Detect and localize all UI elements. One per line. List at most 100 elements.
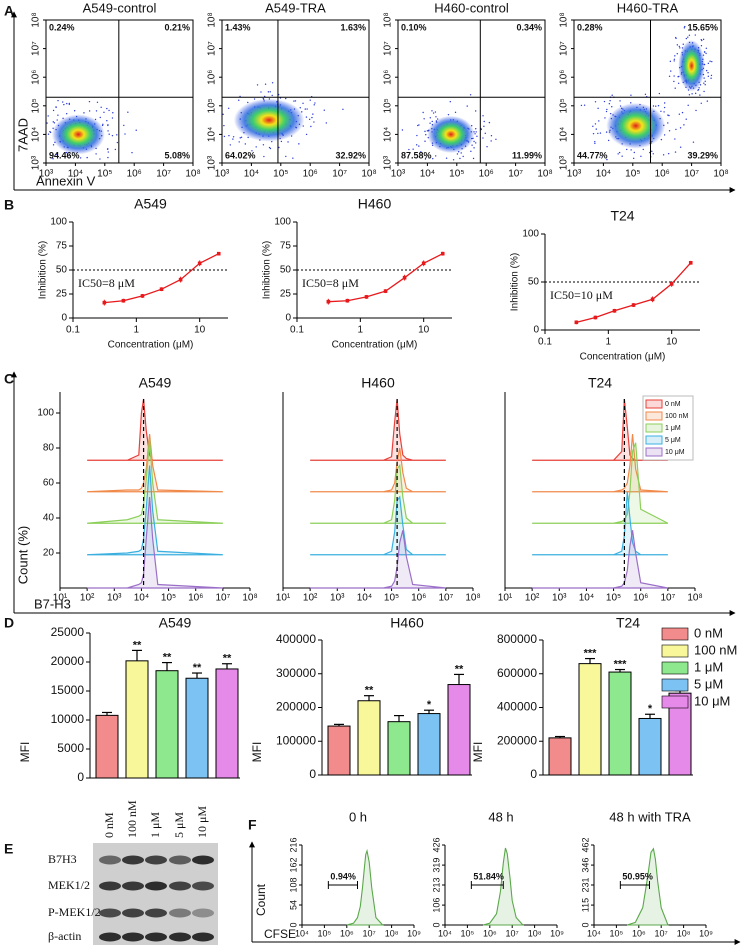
- y-tick-label: 75: [280, 241, 292, 252]
- event-dot: [306, 108, 308, 110]
- y-tick-label: 115: [580, 898, 590, 912]
- x-tick-label: 10¹: [276, 593, 291, 604]
- event-dot: [447, 113, 450, 116]
- y-tick-label: 10⁴: [559, 127, 570, 142]
- x-tick-label: 1: [606, 337, 612, 348]
- y-tick-label: 10⁴: [31, 127, 42, 142]
- event-dot: [460, 152, 462, 154]
- event-dot: [269, 91, 271, 93]
- lane-label: 10 μM: [195, 806, 209, 838]
- event-dot: [475, 110, 477, 112]
- significance: **: [133, 639, 142, 651]
- event-dot: [683, 27, 686, 29]
- event-dot: [709, 60, 711, 62]
- event-dot: [223, 135, 226, 138]
- event-dot: [107, 124, 109, 126]
- data-point: [140, 294, 145, 298]
- x-axis-label: B7-H3: [34, 596, 71, 611]
- event-dot: [432, 112, 435, 114]
- data-point: [631, 303, 636, 307]
- blot-band: [192, 932, 214, 942]
- y-axis-label: Inhibition (%): [262, 241, 273, 299]
- bar: [215, 668, 239, 779]
- data-point: [440, 251, 445, 256]
- x-tick-label: 10⁹: [550, 928, 564, 938]
- event-dot: [116, 141, 119, 144]
- event-dot: [667, 152, 670, 155]
- event-dot: [401, 129, 404, 131]
- event-dot: [417, 124, 419, 127]
- plot-title: H460: [358, 196, 392, 212]
- event-dot: [668, 130, 671, 132]
- event-dot: [655, 105, 657, 107]
- data-point: [574, 320, 579, 325]
- event-dot: [308, 118, 311, 121]
- quadrant-label: 15.65%: [687, 22, 718, 32]
- event-dot: [131, 151, 133, 154]
- event-dot: [244, 143, 247, 145]
- event-dot: [79, 157, 82, 159]
- event-dot: [484, 132, 486, 135]
- blot-band: [192, 855, 214, 865]
- event-dot: [706, 100, 709, 102]
- event-dot: [684, 25, 686, 28]
- event-dot: [263, 155, 265, 158]
- y-tick-label: 400000: [276, 632, 316, 646]
- event-dot: [284, 97, 287, 100]
- legend-swatch: [645, 411, 663, 421]
- event-dot: [606, 158, 608, 161]
- y-tick-label: 10⁷: [559, 41, 570, 56]
- event-dot: [268, 146, 271, 149]
- event-dot: [310, 125, 312, 128]
- event-dot: [678, 113, 681, 115]
- event-dot: [456, 153, 459, 155]
- event-dot: [267, 91, 270, 93]
- legend-label: 100 nM: [665, 413, 689, 420]
- y-tick-label: 10⁶: [383, 70, 394, 85]
- plot-title: 48 h with TRA: [609, 809, 691, 824]
- blot-band: [192, 881, 214, 891]
- y-tick-label: 0: [309, 767, 316, 781]
- event-dot: [595, 128, 597, 130]
- event-dot: [695, 109, 697, 112]
- y-tick-label: 10⁶: [559, 70, 570, 85]
- event-dot: [238, 99, 240, 101]
- event-dot: [598, 156, 601, 158]
- event-dot: [483, 120, 485, 123]
- legend-label: 100 nM: [694, 642, 737, 657]
- event-dot: [617, 153, 619, 155]
- x-tick-label: 10³: [39, 169, 54, 180]
- event-dot: [294, 100, 297, 102]
- data-point: [216, 251, 221, 256]
- x-tick-label: 10⁸: [528, 928, 542, 938]
- event-dot: [432, 157, 434, 160]
- event-dot: [114, 148, 117, 151]
- data-point: [402, 275, 407, 280]
- event-dot: [652, 105, 655, 107]
- event-dot: [700, 45, 703, 47]
- event-dot: [124, 133, 126, 135]
- x-axis-label: CFSE: [264, 927, 296, 941]
- significance: *: [648, 703, 653, 715]
- event-dot: [676, 53, 678, 55]
- event-dot: [704, 80, 706, 83]
- significance: **: [455, 663, 464, 675]
- event-dot: [703, 51, 706, 53]
- y-tick-label: 400000: [497, 700, 537, 714]
- event-dot: [280, 140, 283, 143]
- x-tick-label: 10⁸: [385, 928, 399, 938]
- event-dot: [262, 144, 265, 146]
- y-tick-label: 10³: [559, 155, 570, 170]
- blot-band: [169, 932, 191, 942]
- y-tick-label: 10⁵: [207, 98, 218, 113]
- x-tick-label: 10⁷: [684, 169, 699, 180]
- plot-title: A549: [159, 615, 192, 631]
- histogram-curve: [87, 439, 223, 524]
- x-tick-label: 10⁷: [215, 593, 230, 604]
- legend-label: 5 μM: [665, 437, 681, 444]
- histogram-curve: [532, 530, 668, 589]
- x-tick-label: 10⁸: [537, 169, 552, 180]
- event-dot: [62, 101, 64, 103]
- y-tick-label: 10⁷: [383, 41, 394, 56]
- event-dot: [325, 122, 328, 124]
